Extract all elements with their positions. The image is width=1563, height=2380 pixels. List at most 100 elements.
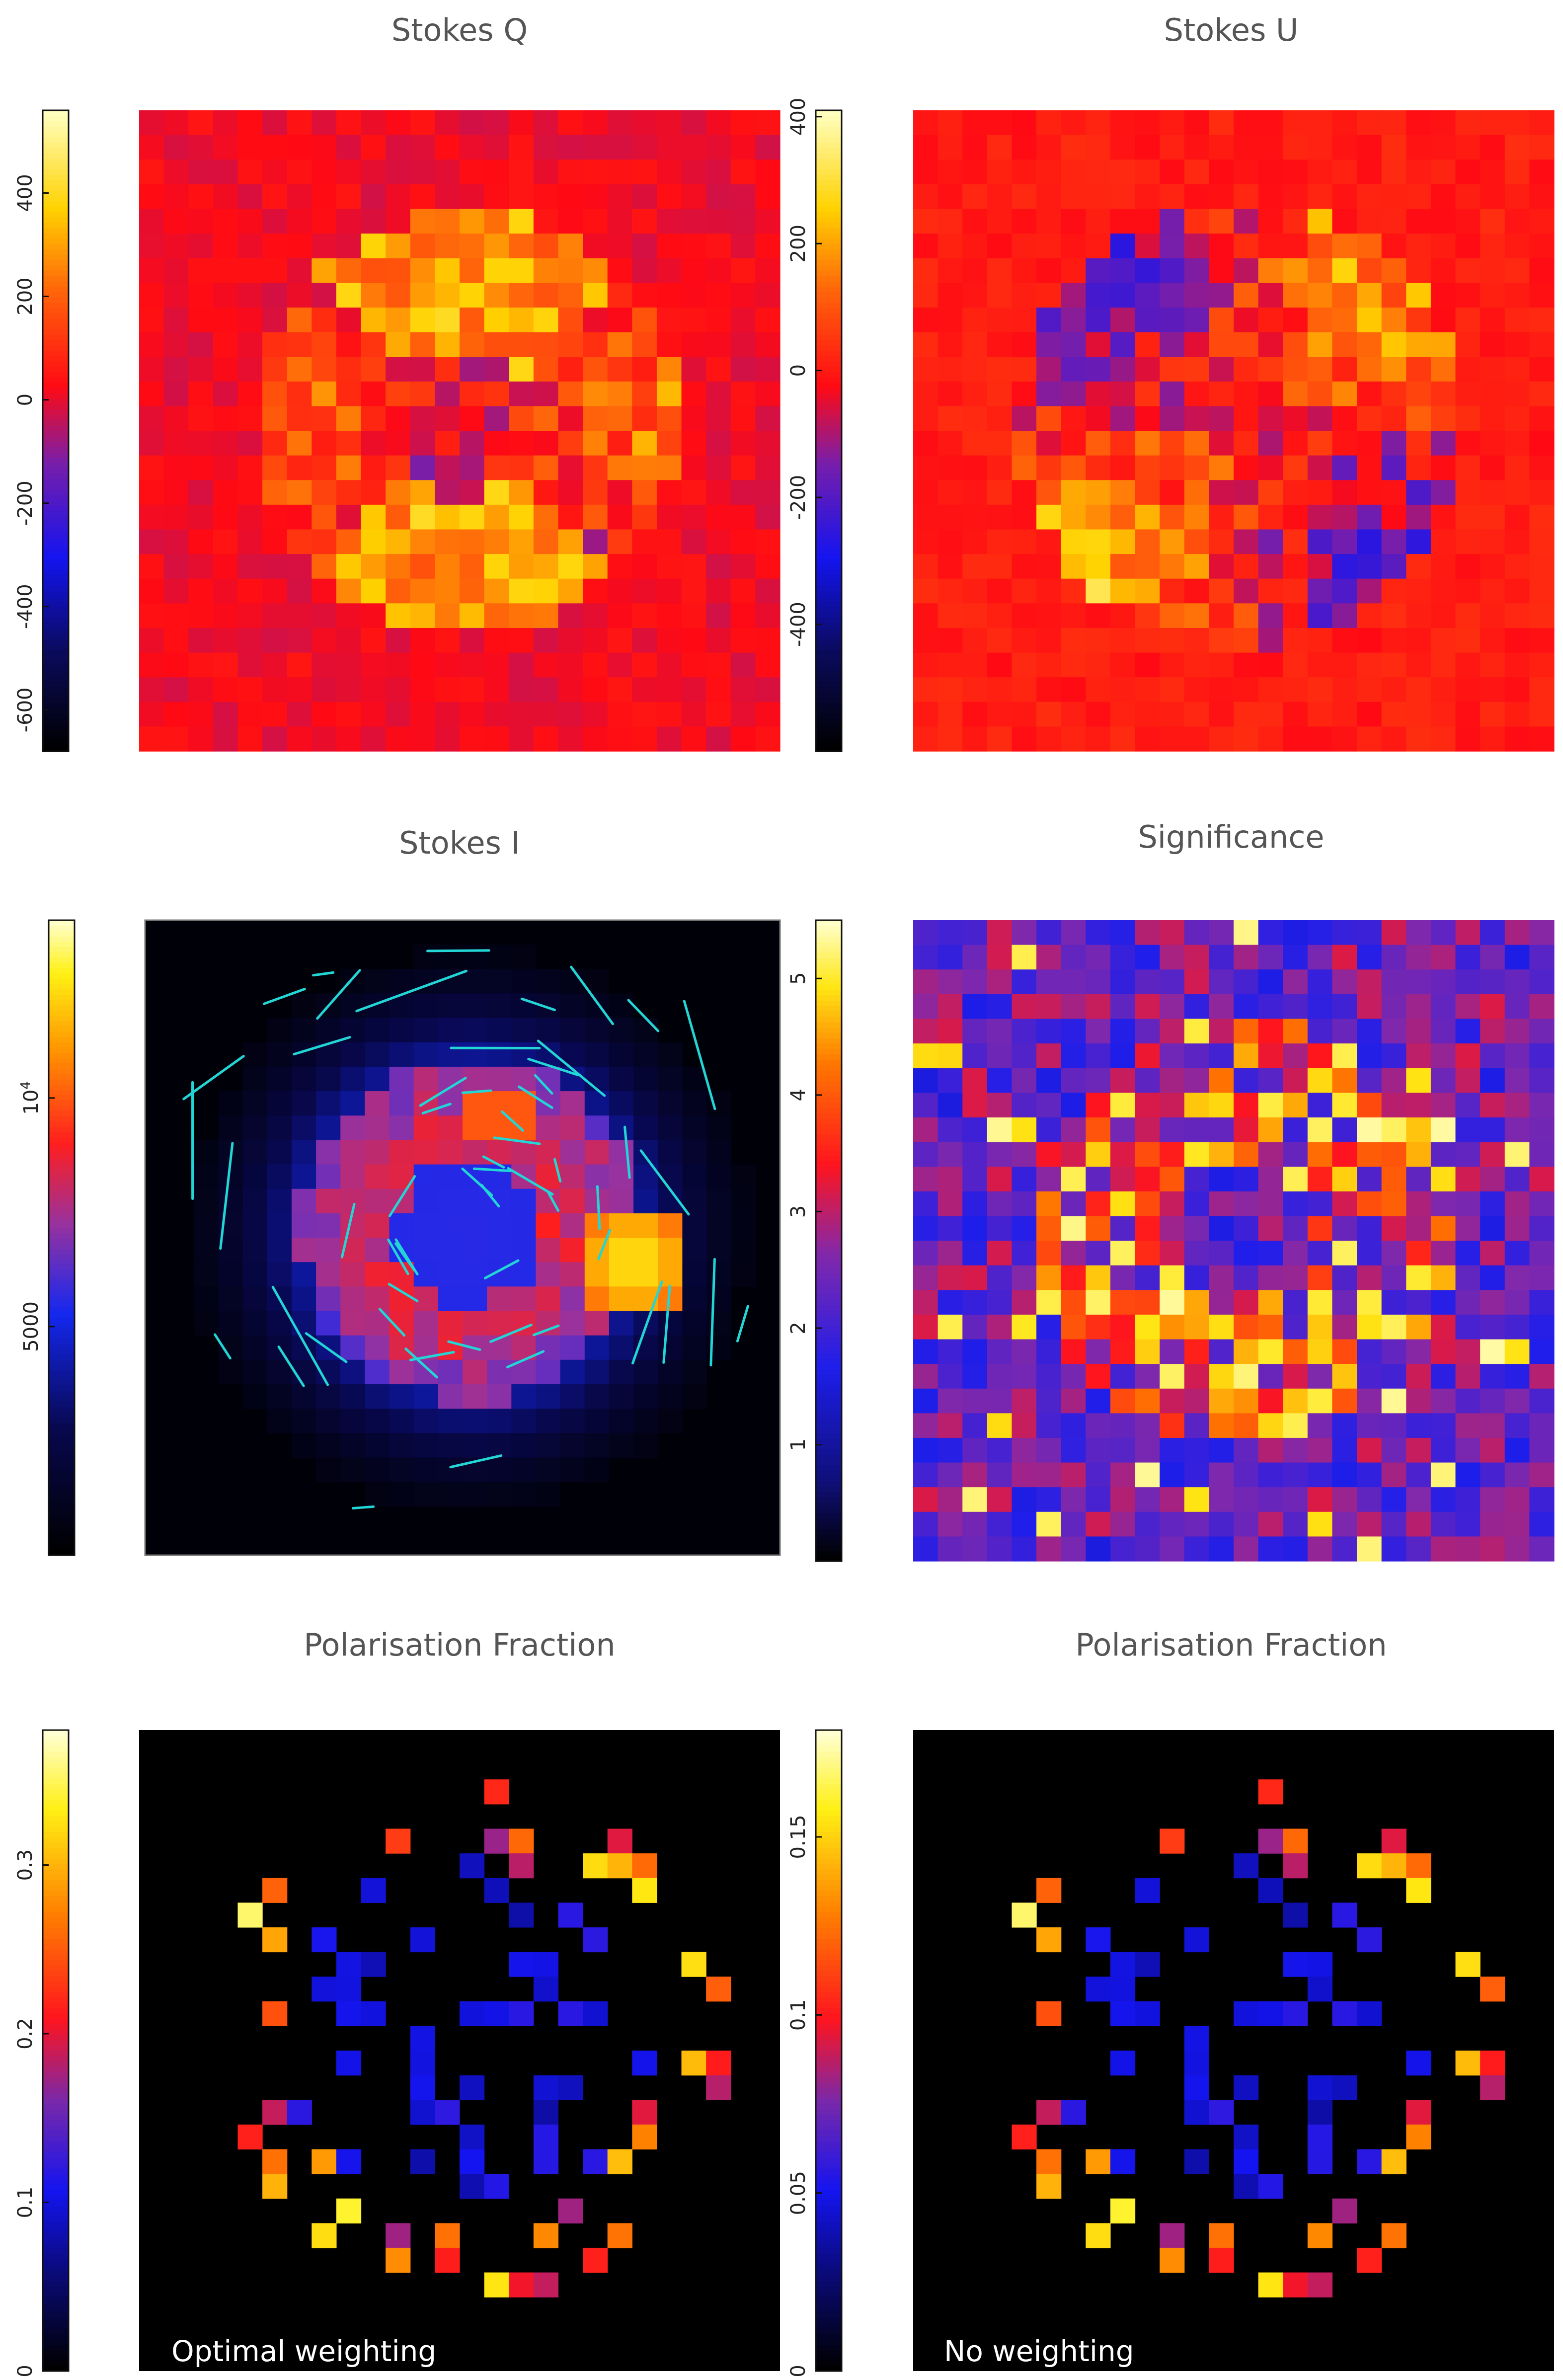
heatmap-cell bbox=[484, 2174, 509, 2199]
colorbar-segment bbox=[816, 1933, 842, 1939]
heatmap-cell bbox=[938, 1191, 963, 1216]
polarisation-vector bbox=[419, 1077, 467, 1107]
colorbar-segment bbox=[49, 1005, 75, 1011]
colorbar-tick-label: 3 bbox=[787, 1205, 810, 1218]
colorbar-segment bbox=[816, 1523, 842, 1530]
heatmap-cell bbox=[1480, 628, 1505, 653]
heatmap-cell bbox=[389, 1384, 414, 1409]
heatmap-cell bbox=[658, 1066, 683, 1092]
heatmap-cell bbox=[1061, 431, 1086, 456]
heatmap-cell bbox=[1529, 1462, 1555, 1488]
heatmap-cell bbox=[962, 1388, 988, 1414]
heatmap-cell bbox=[1381, 1314, 1407, 1340]
heatmap-cell bbox=[1258, 652, 1283, 678]
colorbar-segment bbox=[43, 505, 69, 512]
colorbar-segment bbox=[49, 1423, 75, 1429]
heatmap-cell bbox=[365, 1433, 390, 1458]
colorbar-segment bbox=[43, 2344, 69, 2350]
heatmap-cell bbox=[487, 1042, 512, 1067]
colorbar-segment bbox=[49, 1386, 75, 1392]
colorbar-segment bbox=[816, 2286, 842, 2292]
heatmap-cell bbox=[681, 702, 706, 727]
colorbar-segment bbox=[816, 1241, 842, 1247]
heatmap-cell bbox=[1307, 628, 1333, 653]
colorbar-segment bbox=[816, 163, 842, 170]
colorbar-segment bbox=[49, 1169, 75, 1175]
colorbar-segment bbox=[816, 2066, 842, 2072]
heatmap-cell bbox=[1529, 209, 1555, 234]
heatmap-cell bbox=[1529, 110, 1555, 136]
heatmap-cell bbox=[287, 677, 312, 703]
heatmap-cell bbox=[1160, 1191, 1185, 1216]
colorbar-segment bbox=[43, 414, 69, 421]
heatmap-cell bbox=[139, 406, 164, 431]
heatmap-cell bbox=[1455, 726, 1481, 752]
heatmap-cell bbox=[1036, 1265, 1062, 1290]
colorbar-segment bbox=[816, 1128, 842, 1134]
colorbar-segment bbox=[43, 441, 69, 448]
heatmap-cell bbox=[435, 110, 460, 136]
heatmap-cell bbox=[633, 1213, 658, 1238]
heatmap-cell bbox=[1357, 1413, 1382, 1438]
colorbar-segment bbox=[816, 260, 842, 266]
heatmap-cell bbox=[755, 381, 781, 406]
heatmap-cell bbox=[1283, 184, 1308, 210]
heatmap-cell bbox=[1504, 135, 1530, 160]
colorbar-segment bbox=[49, 1528, 75, 1535]
colorbar-segment bbox=[816, 1497, 842, 1503]
heatmap-cell bbox=[1406, 307, 1431, 333]
heatmap-cell bbox=[1430, 209, 1456, 234]
heatmap-cell bbox=[1012, 1511, 1037, 1537]
heatmap-cell bbox=[1061, 1413, 1086, 1438]
heatmap-cell bbox=[1036, 1536, 1062, 1562]
colorbar-segment bbox=[816, 2259, 842, 2265]
heatmap-cell bbox=[1036, 1413, 1062, 1438]
heatmap-cell bbox=[139, 209, 164, 234]
heatmap-cell bbox=[607, 628, 632, 653]
heatmap-cell bbox=[706, 652, 731, 678]
colorbar-segment bbox=[816, 1166, 842, 1172]
colorbar-segment bbox=[49, 920, 75, 926]
colorbar-segment bbox=[49, 1449, 75, 1455]
heatmap-cell bbox=[1307, 2124, 1333, 2150]
colorbar-segment bbox=[43, 158, 69, 164]
heatmap-cell bbox=[962, 1413, 988, 1438]
heatmap-cell bbox=[938, 1167, 963, 1192]
heatmap-cell bbox=[139, 652, 164, 678]
heatmap-cell bbox=[1160, 357, 1185, 382]
heatmap-cell bbox=[163, 209, 189, 234]
heatmap-cell bbox=[658, 1384, 683, 1409]
colorbar-tick-label: 0 bbox=[14, 2365, 37, 2377]
heatmap-cell bbox=[460, 135, 485, 160]
heatmap-cell bbox=[291, 1115, 316, 1140]
heatmap-cell bbox=[237, 110, 263, 136]
heatmap-cell bbox=[560, 1262, 585, 1287]
heatmap-cell bbox=[533, 2124, 559, 2150]
heatmap-cell bbox=[340, 1409, 365, 1433]
heatmap-cell bbox=[1529, 135, 1555, 160]
heatmap-cell bbox=[987, 529, 1013, 555]
heatmap-cell bbox=[1110, 603, 1136, 629]
heatmap-cell bbox=[1430, 969, 1456, 995]
heatmap-cell bbox=[962, 480, 988, 505]
colorbar-segment bbox=[816, 1059, 842, 1065]
heatmap-cell bbox=[163, 159, 189, 185]
heatmap-cell bbox=[1504, 258, 1530, 283]
colorbar-segment bbox=[816, 1006, 842, 1012]
colorbar-tick-label: 4 bbox=[787, 1089, 810, 1101]
heatmap-cell bbox=[1086, 529, 1111, 555]
panel-title: Stokes U bbox=[1164, 12, 1299, 48]
heatmap-cell bbox=[1357, 2247, 1382, 2273]
heatmap-cell bbox=[463, 1042, 487, 1067]
heatmap-cell bbox=[1184, 1364, 1209, 1389]
heatmap-cell bbox=[730, 110, 756, 136]
heatmap-cell bbox=[361, 283, 386, 308]
heatmap-cell bbox=[533, 184, 559, 210]
heatmap-cell bbox=[658, 1115, 683, 1140]
heatmap-cell bbox=[1332, 603, 1357, 629]
polarisation-vector bbox=[520, 997, 556, 1012]
heatmap-cell bbox=[365, 1457, 390, 1483]
heatmap-cell bbox=[706, 357, 731, 382]
heatmap-cell bbox=[460, 2075, 485, 2100]
heatmap-cell bbox=[291, 1091, 316, 1116]
